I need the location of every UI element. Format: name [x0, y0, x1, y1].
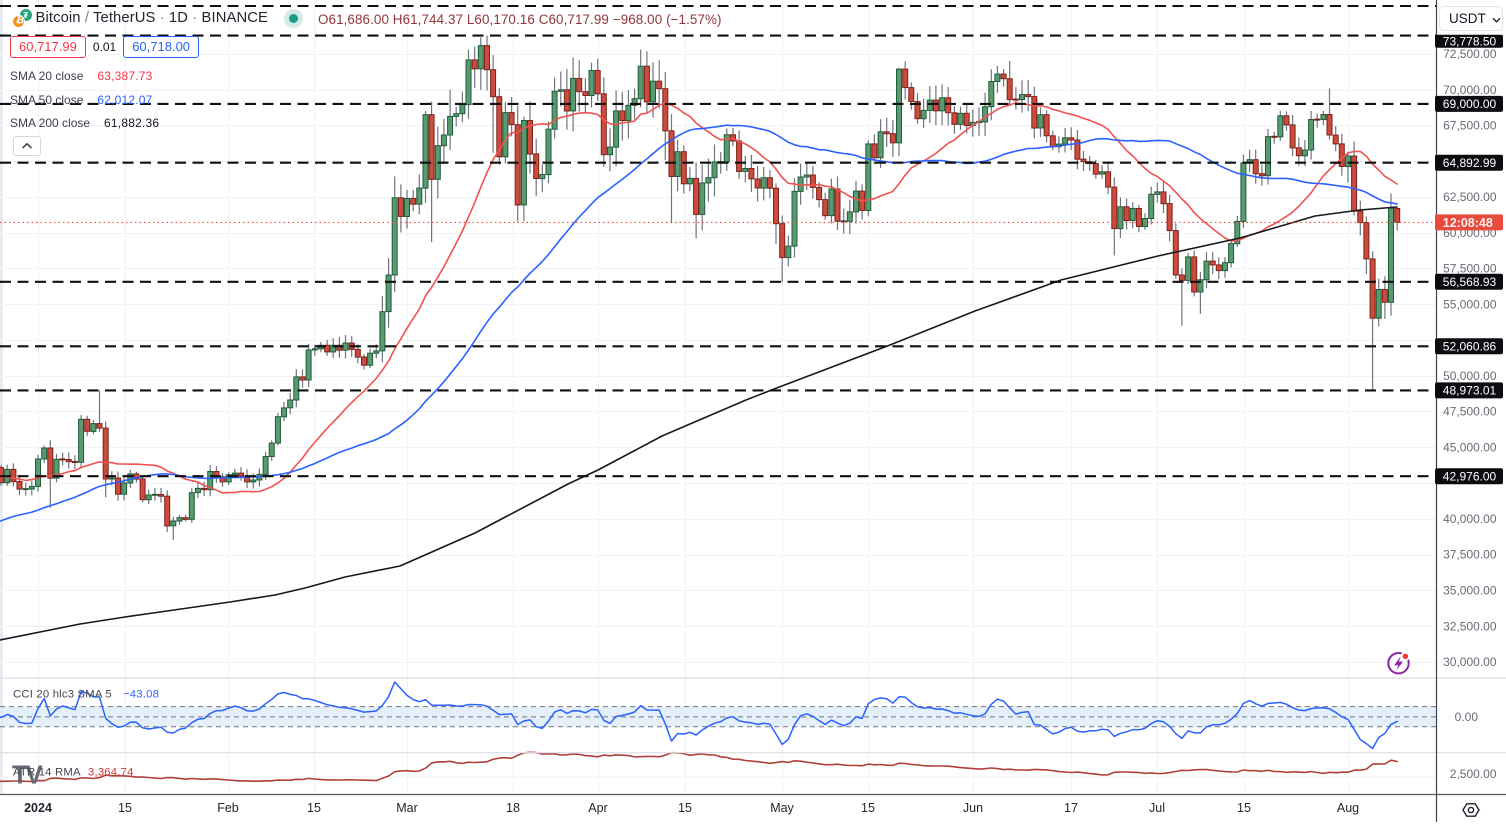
svg-text:57,500.00: 57,500.00 [1443, 262, 1497, 276]
svg-text:May: May [770, 801, 794, 815]
svg-text:12:08:48: 12:08:48 [1443, 216, 1493, 230]
svg-text:17: 17 [1064, 801, 1078, 815]
svg-text:15: 15 [118, 801, 132, 815]
svg-text:15: 15 [678, 801, 692, 815]
svg-text:64,892.99: 64,892.99 [1443, 156, 1497, 170]
svg-text:Jun: Jun [963, 801, 983, 815]
svg-text:15: 15 [861, 801, 875, 815]
svg-text:−43.08: −43.08 [123, 689, 159, 701]
svg-text:42,976.00: 42,976.00 [1443, 469, 1497, 483]
svg-text:40,000.00: 40,000.00 [1443, 512, 1497, 526]
svg-text:Aug: Aug [1337, 801, 1359, 815]
svg-text:50,000.00: 50,000.00 [1443, 369, 1497, 383]
svg-text:CCI 20 hlc3 SMA 5: CCI 20 hlc3 SMA 5 [13, 689, 112, 701]
svg-text:Feb: Feb [217, 801, 239, 815]
svg-text:2024: 2024 [24, 801, 52, 815]
svg-text:0.00: 0.00 [1455, 710, 1479, 724]
svg-text:2,500.00: 2,500.00 [1450, 767, 1497, 781]
svg-text:Mar: Mar [396, 801, 418, 815]
svg-text:56,568.93: 56,568.93 [1443, 275, 1497, 289]
svg-text:Apr: Apr [588, 801, 607, 815]
svg-text:37,500.00: 37,500.00 [1443, 548, 1497, 562]
svg-text:48,973.01: 48,973.01 [1443, 384, 1497, 398]
svg-text:15: 15 [307, 801, 321, 815]
svg-text:18: 18 [506, 801, 520, 815]
svg-text:45,000.00: 45,000.00 [1443, 440, 1497, 454]
svg-text:69,000.00: 69,000.00 [1443, 97, 1497, 111]
svg-text:ATR 14 RMA: ATR 14 RMA [13, 766, 81, 778]
svg-text:Jul: Jul [1149, 801, 1165, 815]
svg-text:67,500.00: 67,500.00 [1443, 119, 1497, 133]
svg-text:47,500.00: 47,500.00 [1443, 405, 1497, 419]
svg-text:55,000.00: 55,000.00 [1443, 297, 1497, 311]
svg-text:3,364.74: 3,364.74 [88, 766, 134, 778]
svg-text:52,060.86: 52,060.86 [1443, 340, 1497, 354]
svg-text:62,500.00: 62,500.00 [1443, 190, 1497, 204]
svg-text:15: 15 [1237, 801, 1251, 815]
svg-text:73,778.50: 73,778.50 [1443, 34, 1497, 48]
svg-text:30,000.00: 30,000.00 [1443, 655, 1497, 669]
svg-text:70,000.00: 70,000.00 [1443, 83, 1497, 97]
svg-text:72,500.00: 72,500.00 [1443, 47, 1497, 61]
svg-text:32,500.00: 32,500.00 [1443, 619, 1497, 633]
svg-text:35,000.00: 35,000.00 [1443, 584, 1497, 598]
